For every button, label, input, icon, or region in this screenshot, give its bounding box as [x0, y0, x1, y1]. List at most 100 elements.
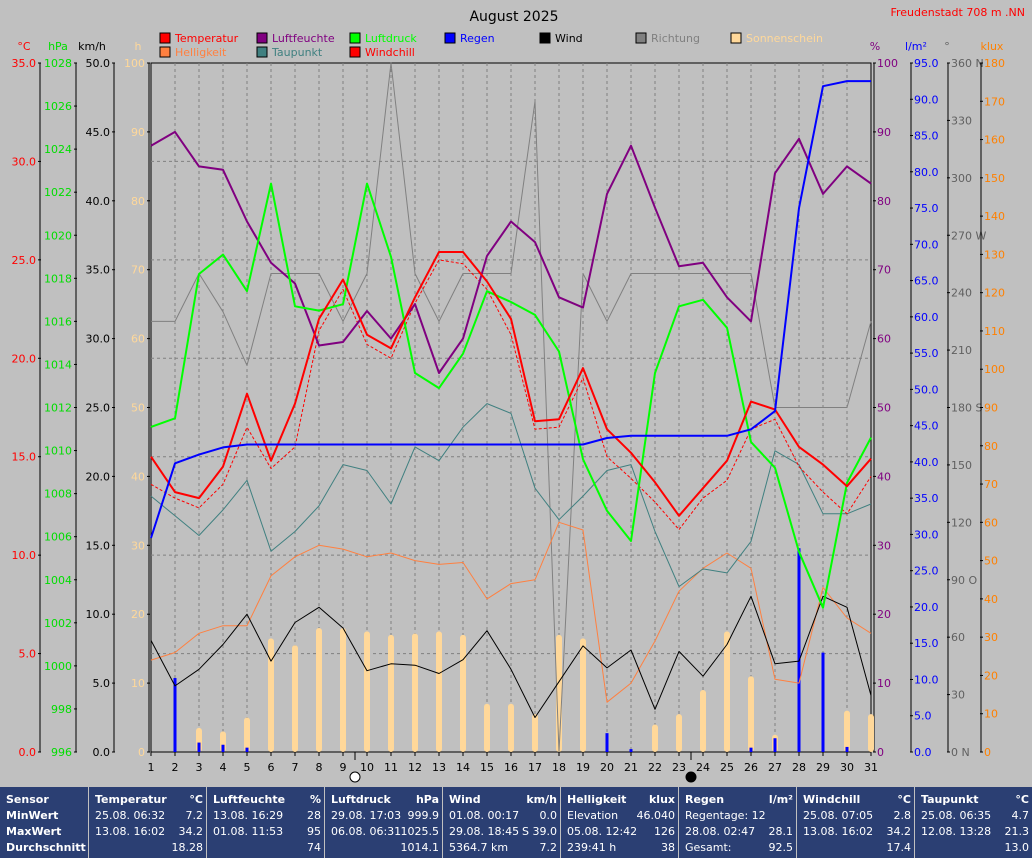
axis-tick-rain: 75.0 [914, 202, 939, 215]
stats-max-value: 34.2 [886, 825, 912, 838]
axis-tick-sun: 0 [138, 746, 145, 759]
axis-tick-sun: 30 [131, 539, 145, 552]
stats-max-value: S 39.0 [522, 825, 557, 838]
axis-tick-rain: 20.0 [914, 601, 939, 614]
sunshine-bar [532, 714, 538, 752]
axis-tick-pressure: 1018 [44, 272, 72, 285]
x-tick-label: 17 [528, 761, 542, 774]
axis-tick-klux: 140 [984, 210, 1005, 223]
rain-bar [821, 652, 825, 752]
legend-label: Regen [460, 32, 495, 45]
legend-label: Luftfeuchte [272, 32, 335, 45]
weather-chart: August 2025 Freudenstadt 708 m .NN Tempe… [12, 6, 1025, 783]
legend-swatch [539, 32, 551, 44]
legend-label: Helligkeit [175, 46, 227, 59]
stats-min-value: 999.9 [407, 809, 440, 822]
x-tick-label: 9 [340, 761, 347, 774]
axis-tick-sun: 20 [131, 608, 145, 621]
axis-tick-temp: 30.0 [12, 155, 37, 168]
axis-tick-humidity: 90 [877, 126, 891, 139]
x-tick-label: 25 [720, 761, 734, 774]
x-tick-label: 12 [408, 761, 422, 774]
axis-tick-rain: 50.0 [914, 383, 939, 396]
stats-unit: klux [648, 793, 675, 806]
stats-title: Helligkeit [567, 793, 627, 806]
axis-tick-rain: 80.0 [914, 166, 939, 179]
sunshine-bar [484, 703, 490, 752]
axis-tick-rain: 0.0 [914, 746, 932, 759]
axis-tick-pressure: 1004 [44, 574, 72, 587]
axis-tick-klux: 100 [984, 363, 1005, 376]
axis-tick-temp: 20.0 [12, 352, 37, 365]
stats-title: Luftdruck [331, 793, 391, 806]
x-tick-label: 19 [576, 761, 590, 774]
stats-max-time: 13.08. 16:02 [803, 825, 874, 838]
x-tick-label: 30 [840, 761, 854, 774]
axis-tick-wind: 10.0 [86, 608, 111, 621]
stats-avg-note: 5364.7 km [449, 841, 509, 854]
stats-max-value: 21.3 [1004, 825, 1030, 838]
stats-max-time: 06.08. 06:31 [331, 825, 402, 838]
chart-axes: °C 0.0 5.0 10.0 15.0 20.0 25.0 30.0 35.0 hPa 996 99… [12, 40, 1006, 759]
legend-label: Windchill [365, 46, 415, 59]
row-label-min: MinWert [6, 809, 59, 822]
x-tick-label: 2 [172, 761, 179, 774]
legend-label: Wind [555, 32, 583, 45]
sunshine-bar [436, 631, 442, 752]
stats-max-time: 01.08. 11:53 [213, 825, 284, 838]
series-line-richtung [151, 62, 872, 753]
stats-min-time: 29.08. 17:03 [331, 809, 402, 822]
stats-max-value: 95 [307, 825, 321, 838]
sunshine-bar [652, 724, 658, 752]
sunshine-bar [868, 714, 874, 752]
axis-tick-rain: 45.0 [914, 420, 939, 433]
stats-avg-note: Gesamt: [685, 841, 732, 854]
x-tick-label: 20 [600, 761, 614, 774]
x-tick-label: 5 [244, 761, 251, 774]
axis-tick-klux: 130 [984, 248, 1005, 261]
stats-min-time: 01.08. 00:17 [449, 809, 520, 822]
stats-min-time: Elevation [567, 809, 619, 822]
x-tick-label: 14 [456, 761, 470, 774]
axis-tick-dir: 30 [951, 689, 965, 702]
stats-min-time: Regentage: 12 [685, 809, 766, 822]
axis-tick-klux: 170 [984, 95, 1005, 108]
axis-tick-klux: 180 [984, 57, 1005, 70]
axis-tick-temp: 5.0 [19, 648, 37, 661]
axis-tick-humidity: 20 [877, 608, 891, 621]
stats-min-time: 25.08. 06:35 [921, 809, 992, 822]
stats-min-value: 4.7 [1011, 809, 1030, 822]
stats-column-luftfeuchte: Luftfeuchte% 13.08. 16:29 28 01.08. 11:53 95… [206, 787, 325, 858]
legend-swatch [635, 32, 647, 44]
legend-swatch [349, 46, 361, 58]
sunshine-bar [580, 638, 586, 752]
axis-tick-pressure: 1026 [44, 100, 72, 113]
axis-tick-klux: 70 [984, 478, 998, 491]
legend-swatch [159, 46, 171, 58]
axis-tick-klux: 120 [984, 287, 1005, 300]
x-tick-label: 11 [384, 761, 398, 774]
axis-tick-dir: 270 W [951, 229, 986, 242]
axis-tick-pressure: 1002 [44, 617, 72, 630]
stats-min-value: 28 [307, 809, 321, 822]
stats-min-value: 46.040 [636, 809, 676, 822]
stats-unit: km/h [526, 793, 557, 806]
axis-tick-sun: 10 [131, 677, 145, 690]
axis-tick-rain: 25.0 [914, 565, 939, 578]
axis-tick-klux: 110 [984, 325, 1005, 338]
axis-tick-pressure: 1022 [44, 186, 72, 199]
axis-tick-wind: 5.0 [93, 677, 111, 690]
axis-tick-rain: 90.0 [914, 93, 939, 106]
stats-title: Taupunkt [921, 793, 979, 806]
x-tick-label: 8 [316, 761, 323, 774]
stats-title: Regen [685, 793, 725, 806]
axis-tick-temp: 35.0 [12, 57, 37, 70]
axis-tick-sun: 40 [131, 470, 145, 483]
rain-bar [773, 738, 777, 752]
stats-column-helligkeit: Helligkeit klux Elevation 46.040 05.08. 12:4… [560, 787, 679, 858]
axis-tick-sun: 80 [131, 195, 145, 208]
axis-tick-rain: 65.0 [914, 275, 939, 288]
stats-min-value: 2.8 [893, 809, 912, 822]
axis-tick-klux: 80 [984, 440, 998, 453]
axis-tick-sun: 50 [131, 402, 145, 415]
